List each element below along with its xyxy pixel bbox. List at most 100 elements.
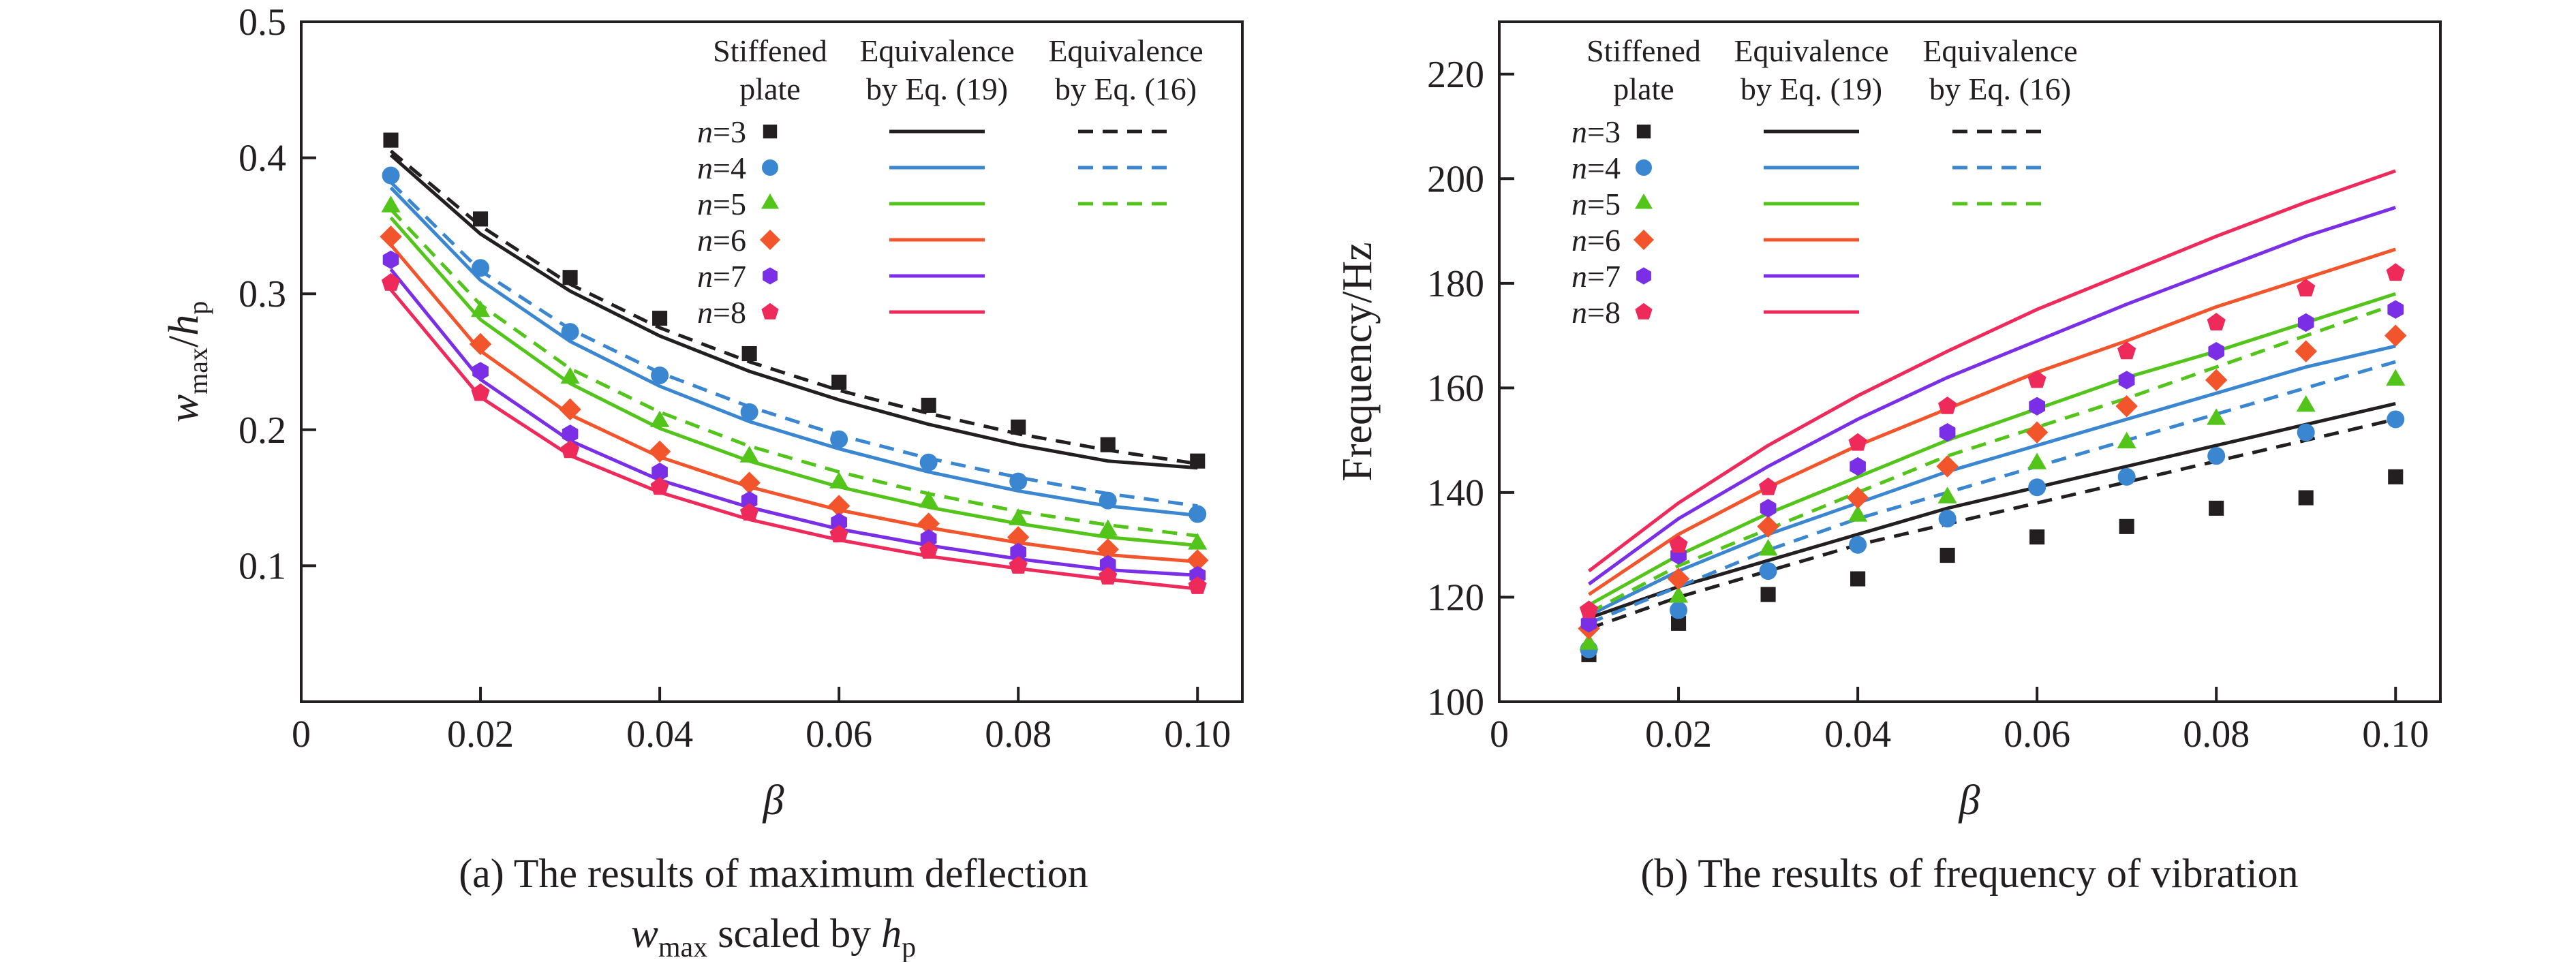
y-tick-label: 0.3 [239,273,286,315]
data-point-stiffened-plate [2117,431,2136,449]
data-point-stiffened-plate [2386,263,2405,281]
legend-frequency: Stiffened plate Equivalence by Eq. (19) Equi… [1571,33,2078,330]
data-point-stiffened-plate [1938,397,1957,414]
data-point-stiffened-plate [740,403,758,421]
data-point-stiffened-plate [1007,526,1030,548]
legend-marker [1634,230,1654,250]
series-line-eq19 [1588,401,2396,620]
x-tick-label: 0.04 [1824,713,1891,756]
data-point-stiffened-plate [2387,300,2404,319]
plot-area-deflection [380,132,1209,594]
data-point-stiffened-plate [650,410,670,427]
data-point-stiffened-plate [1758,539,1778,556]
data-point-stiffened-plate [919,541,938,559]
series-line-eq16 [1588,360,2396,625]
data-point-stiffened-plate [1936,455,1959,478]
y-tick-label: 140 [1427,472,1484,514]
series-line-eq19 [1588,292,2396,607]
legend-marker [1635,302,1653,320]
data-point-stiffened-plate [1098,519,1118,536]
data-point-stiffened-plate [380,226,402,248]
x-axis-ticks-deflection: 0 0.02 0.04 0.06 0.08 0.10 [292,687,1231,756]
series-line-eq16 [1588,417,2396,630]
data-point-stiffened-plate [2117,341,2136,360]
data-point-stiffened-plate [471,300,491,317]
series-line-eq19 [1588,206,2396,586]
y-axis-ticks-frequency: 100 120 140 160 180 200 220 [1427,54,1514,724]
legend-header: Equivalence [1922,33,2077,68]
legend-marker [1636,159,1652,176]
x-tick-label: 0.10 [1164,713,1231,756]
data-point-stiffened-plate [1579,600,1599,619]
legend-label-var: n [697,295,713,330]
legend-header: Equivalence [1734,33,1888,68]
legend-label: n=3 [1571,114,1621,149]
data-point-stiffened-plate [1097,538,1119,561]
legend-label-value: =7 [713,259,746,294]
data-point-stiffened-plate [921,397,936,413]
data-point-stiffened-plate [560,367,580,384]
legend-label: n=6 [697,223,746,258]
data-point-stiffened-plate [2296,395,2316,412]
series-line-eq19 [389,268,1198,577]
data-point-stiffened-plate [472,259,490,277]
legend-header: by Eq. (19) [1741,72,1882,106]
y-tick-label: 200 [1427,158,1484,200]
data-point-stiffened-plate [648,440,671,463]
data-point-stiffened-plate [1850,571,1866,587]
data-point-stiffened-plate [1189,505,1207,523]
data-point-stiffened-plate [2029,529,2045,545]
series-line-eq16 [389,208,1198,538]
data-point-stiffened-plate [2027,370,2046,388]
data-point-stiffened-plate [1760,587,1776,602]
data-point-stiffened-plate [741,491,758,510]
legend-header: Equivalence [859,33,1014,68]
data-point-stiffened-plate [383,132,399,148]
data-point-stiffened-plate [917,512,940,535]
data-point-stiffened-plate [2119,518,2134,534]
data-point-stiffened-plate [1667,568,1690,590]
data-point-stiffened-plate [381,273,401,291]
legend-marker [762,159,778,176]
data-point-stiffened-plate [2029,397,2045,416]
legend-label-var: n [697,223,713,258]
data-point-stiffened-plate [1580,614,1597,633]
series-line-eq19 [1588,247,2396,596]
legend-label-value: =6 [713,223,746,258]
data-point-stiffened-plate [2205,369,2228,392]
data-point-stiffened-plate [1849,536,1867,554]
x-axis-title-frequency: β [1959,777,1980,824]
legend-deflection: Stiffened plate Equivalence by Eq. (19) Equi… [697,33,1203,330]
data-point-stiffened-plate [650,477,669,495]
data-point-stiffened-plate [829,471,849,488]
data-point-stiffened-plate [831,512,847,532]
y-tick-label: 0.2 [239,409,286,452]
data-point-stiffened-plate [1939,547,1955,563]
data-point-stiffened-plate [1186,549,1209,572]
series-line-eq19 [389,216,1198,547]
legend-label-var: n [1571,295,1587,330]
data-point-stiffened-plate [2115,395,2138,418]
legend-label-value: =8 [713,295,746,330]
legend-marker [1636,267,1651,285]
data-point-stiffened-plate [827,495,850,517]
legend-label-value: =8 [1587,295,1621,330]
y-tick-label: 0.1 [239,545,286,587]
series-line-eq19 [389,186,1198,517]
data-point-stiffened-plate [2298,490,2314,506]
data-point-stiffened-plate [1759,477,1778,495]
series-line-eq19 [1588,344,2396,617]
panel-deflection: 0 0.02 0.04 0.06 0.08 0.10 0.10.20.30.40.5 β … [161,1,1244,962]
x-axis-title-deflection: β [763,777,784,824]
legend-label: n=7 [1571,259,1621,294]
legend-label: n=8 [697,295,746,330]
y-tick-label: 120 [1427,576,1484,619]
legend-header: Stiffened [1586,33,1701,68]
y-axis-title-deflection: wmax/hp [161,301,213,422]
legend-marker [1635,193,1653,209]
legend-label-value: =3 [1587,114,1621,149]
legend-label: n=3 [697,114,746,149]
data-point-stiffened-plate [651,366,669,384]
data-point-stiffened-plate [1937,486,1957,503]
caption-frequency: (b) The results of frequency of vibratio… [1640,851,2298,896]
